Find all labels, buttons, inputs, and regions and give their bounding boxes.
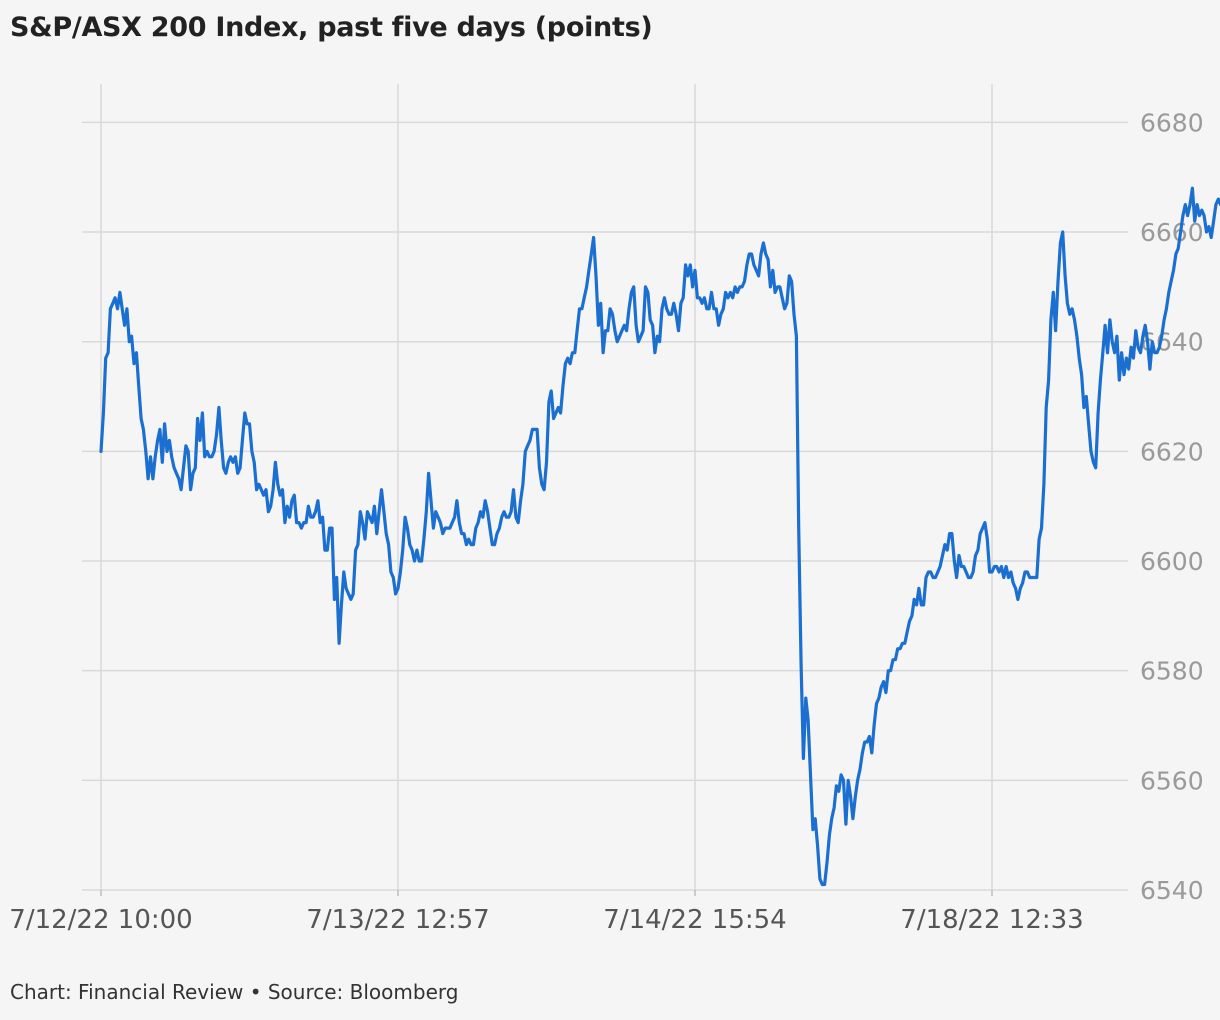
series-layer [99,186,1220,887]
y-tick-label: 6620 [1140,437,1204,466]
grid [82,84,1128,891]
y-tick-label: 6660 [1140,218,1204,247]
y-tick-label: 6560 [1140,766,1204,795]
y-tick-label: 6580 [1140,657,1204,686]
x-tick-label: 7/13/22 12:57 [306,905,489,935]
y-tick-label: 6540 [1140,876,1204,905]
x-tick-label: 7/18/22 12:33 [900,905,1083,935]
y-tick-label: 6600 [1140,547,1204,576]
series-line [99,186,1220,887]
x-axis: 7/12/22 10:00 7/13/22 12:57 7/14/22 15:54 7… [9,890,1084,935]
x-tick-label: 7/12/22 10:00 [9,905,192,935]
chart-title: S&P/ASX 200 Index, past five days (point… [10,12,653,43]
chart-source: Chart: Financial Review • Source: Bloomb… [10,980,459,1004]
y-tick-label: 6680 [1140,108,1204,137]
x-tick-label: 7/14/22 15:54 [603,905,786,935]
